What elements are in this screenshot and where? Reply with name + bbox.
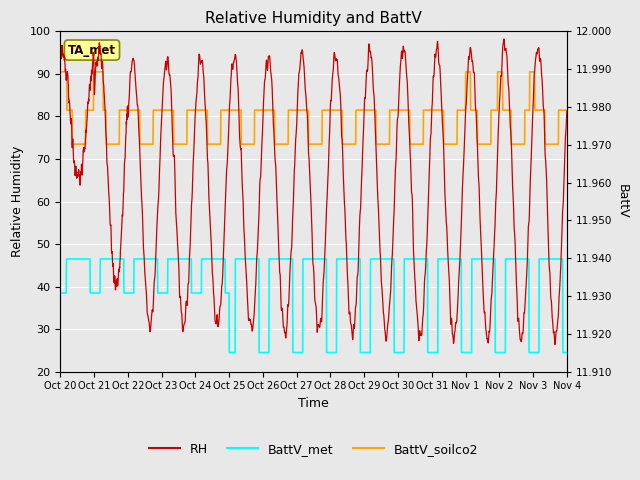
Legend: RH, BattV_met, BattV_soilco2: RH, BattV_met, BattV_soilco2 [144,438,483,461]
Y-axis label: Relative Humidity: Relative Humidity [11,146,24,257]
X-axis label: Time: Time [298,397,329,410]
Y-axis label: BattV: BattV [616,184,629,219]
Text: TA_met: TA_met [68,44,116,57]
Title: Relative Humidity and BattV: Relative Humidity and BattV [205,11,422,26]
